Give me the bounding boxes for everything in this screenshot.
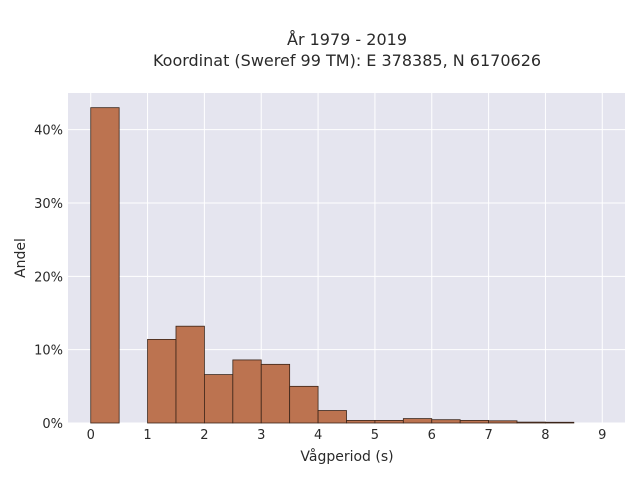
histogram-bar xyxy=(459,420,489,424)
x-tick-label: 8 xyxy=(541,428,549,443)
histogram-bar xyxy=(402,418,433,424)
histogram-bar xyxy=(147,338,177,424)
x-tick-label: 2 xyxy=(200,428,208,443)
histogram-bar xyxy=(374,420,404,424)
histogram-bar xyxy=(431,419,461,424)
histogram-bar xyxy=(317,410,347,424)
y-tick-label: 30% xyxy=(34,197,63,212)
x-axis-ticks: 0 1 2 3 4 5 6 7 8 9 xyxy=(87,428,607,443)
x-tick-label: 4 xyxy=(314,428,322,443)
x-tick-label: 0 xyxy=(87,428,95,443)
histogram-bar xyxy=(260,363,291,424)
y-tick-label: 0% xyxy=(42,417,63,432)
x-tick-label: 6 xyxy=(428,428,436,443)
y-tick-label: 40% xyxy=(34,124,63,139)
y-tick-label: 10% xyxy=(34,344,63,359)
histogram-bar xyxy=(289,385,319,424)
histogram-bar xyxy=(175,325,205,424)
x-tick-label: 3 xyxy=(257,428,265,443)
y-tick-label: 20% xyxy=(34,270,63,285)
histogram-bar xyxy=(488,420,518,424)
histogram-bar xyxy=(90,107,120,424)
y-axis-ticks: 0% 10% 20% 30% 40% xyxy=(34,124,63,432)
x-tick-label: 5 xyxy=(371,428,379,443)
chart-title-line1: År 1979 - 2019 xyxy=(287,30,407,49)
histogram-bar xyxy=(232,359,262,424)
x-axis-label: Vågperiod (s) xyxy=(300,448,393,465)
x-tick-label: 7 xyxy=(484,428,492,443)
histogram-bar xyxy=(516,421,546,424)
histogram-bar xyxy=(204,374,234,424)
x-tick-label: 1 xyxy=(143,428,151,443)
histogram-bar xyxy=(346,420,376,424)
histogram-bar xyxy=(545,421,575,424)
bars-group xyxy=(90,107,575,424)
y-axis-label: Andel xyxy=(13,238,29,278)
x-tick-label: 9 xyxy=(598,428,606,443)
chart-title-line2: Koordinat (Sweref 99 TM): E 378385, N 61… xyxy=(153,51,541,70)
